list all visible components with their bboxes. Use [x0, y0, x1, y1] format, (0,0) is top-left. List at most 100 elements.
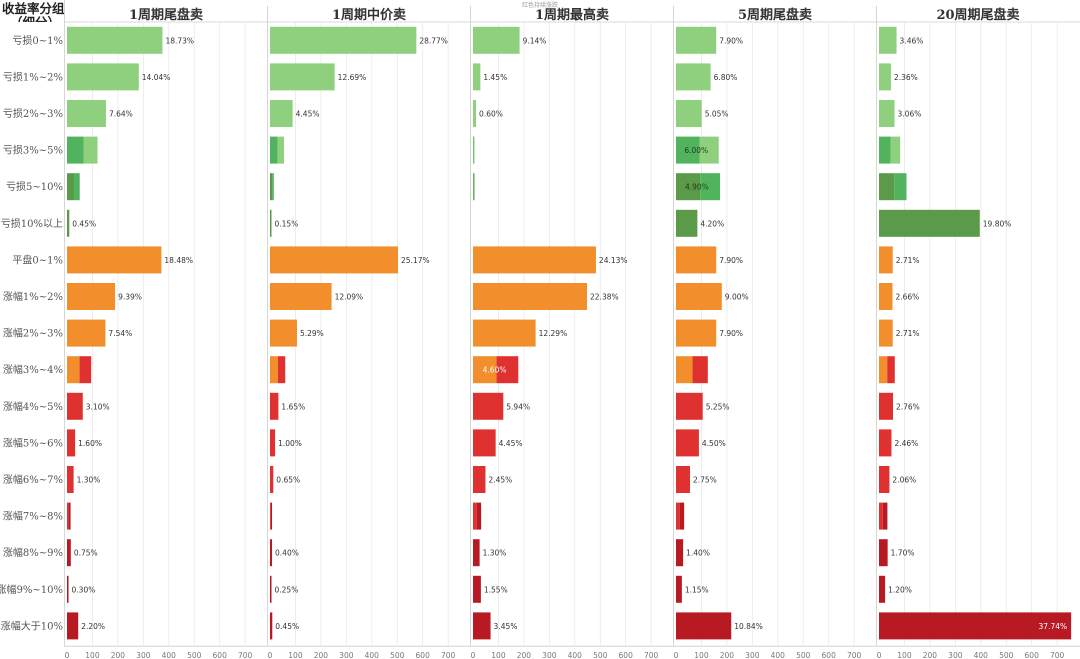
bar [879, 356, 888, 384]
x-tick-label: 200 [314, 651, 329, 659]
data-label: 1.15% [685, 585, 709, 594]
x-tick-label: 0 [268, 651, 273, 659]
bar [496, 356, 519, 384]
data-label: 3.46% [900, 36, 924, 45]
bar [270, 100, 293, 127]
bar [270, 612, 273, 640]
data-label: 18.48% [164, 256, 193, 265]
data-label: 37.74% [1039, 622, 1068, 631]
bar [270, 356, 278, 384]
bar [67, 612, 79, 640]
x-tick-label: 400 [771, 651, 786, 659]
bar [879, 209, 980, 237]
bar [676, 63, 711, 91]
data-label: 0.65% [276, 476, 300, 485]
data-label: 14.04% [142, 73, 171, 82]
data-label: 9.00% [725, 293, 749, 302]
data-label: 5.25% [706, 402, 730, 411]
bar [83, 136, 98, 164]
data-label: 12.69% [338, 73, 367, 82]
data-label: 2.71% [896, 256, 920, 265]
data-label: 1.40% [686, 549, 710, 558]
bar [676, 612, 732, 640]
bar [270, 26, 417, 54]
bar [879, 539, 888, 567]
bar [270, 246, 399, 274]
data-label: 1.30% [77, 476, 101, 485]
data-label: 2.45% [488, 476, 512, 485]
bar [270, 539, 273, 567]
x-tick-label: 300 [136, 651, 151, 659]
x-tick-label: 500 [999, 651, 1014, 659]
data-label: 3.45% [494, 622, 518, 631]
bar [270, 136, 278, 164]
bar [894, 173, 907, 201]
x-tick-label: 400 [974, 651, 989, 659]
x-tick-label: 300 [339, 651, 354, 659]
bar [277, 356, 286, 384]
bar [473, 136, 475, 164]
bar [67, 466, 74, 493]
data-label: 4.90% [685, 183, 709, 192]
data-label: 22.38% [590, 293, 619, 302]
data-label: 12.09% [335, 293, 364, 302]
data-label: 1.45% [483, 73, 507, 82]
bar [473, 392, 504, 420]
bar [476, 502, 482, 530]
data-label: 12.29% [539, 329, 568, 338]
x-tick-label: 500 [593, 651, 608, 659]
row-label: 涨幅9%~10% [0, 583, 63, 596]
row-label: 涨幅8%~9% [3, 546, 63, 559]
row-label: 亏损2%~3% [3, 107, 63, 120]
data-label: 4.50% [702, 439, 726, 448]
bar [879, 26, 897, 54]
data-label: 2.46% [894, 439, 918, 448]
bar [699, 136, 719, 164]
panel-title: 5周期尾盘卖 [738, 7, 812, 23]
data-label: 2.36% [894, 73, 918, 82]
data-label: 7.90% [719, 36, 743, 45]
data-label: 2.20% [81, 622, 105, 631]
bar [676, 392, 703, 420]
data-label: 6.80% [714, 73, 738, 82]
data-label: 3.10% [86, 402, 110, 411]
bar [270, 319, 297, 347]
bar [676, 502, 680, 530]
x-tick-label: 600 [619, 651, 634, 659]
x-tick-label: 0 [471, 651, 476, 659]
bar [270, 466, 274, 493]
x-tick-label: 100 [288, 651, 303, 659]
bar [676, 173, 701, 201]
bar [67, 63, 139, 91]
data-label: 4.45% [499, 439, 523, 448]
data-label: 6.00% [684, 146, 708, 155]
x-tick-label: 500 [390, 651, 405, 659]
x-tick-label: 0 [65, 651, 70, 659]
bar [473, 283, 588, 310]
x-tick-label: 200 [923, 651, 938, 659]
bar [277, 136, 284, 164]
bar [68, 502, 71, 530]
bar [473, 246, 596, 274]
x-tick-label: 300 [948, 651, 963, 659]
bar [67, 246, 162, 274]
bar [67, 26, 163, 54]
data-label: 1.20% [888, 585, 912, 594]
bar [473, 136, 474, 164]
bar [473, 26, 520, 54]
bar [67, 356, 80, 384]
bar [700, 173, 721, 201]
bar [473, 173, 475, 201]
bar [79, 356, 92, 384]
row-label: 亏损10%以上 [1, 217, 63, 230]
bar [676, 283, 722, 310]
bar [879, 136, 891, 164]
data-label: 4.20% [700, 219, 724, 228]
data-label: 4.45% [296, 110, 320, 119]
x-tick-label: 700 [847, 651, 862, 659]
data-label: 2.71% [896, 329, 920, 338]
bar [270, 209, 272, 237]
bar [882, 502, 888, 530]
bar [692, 356, 708, 384]
